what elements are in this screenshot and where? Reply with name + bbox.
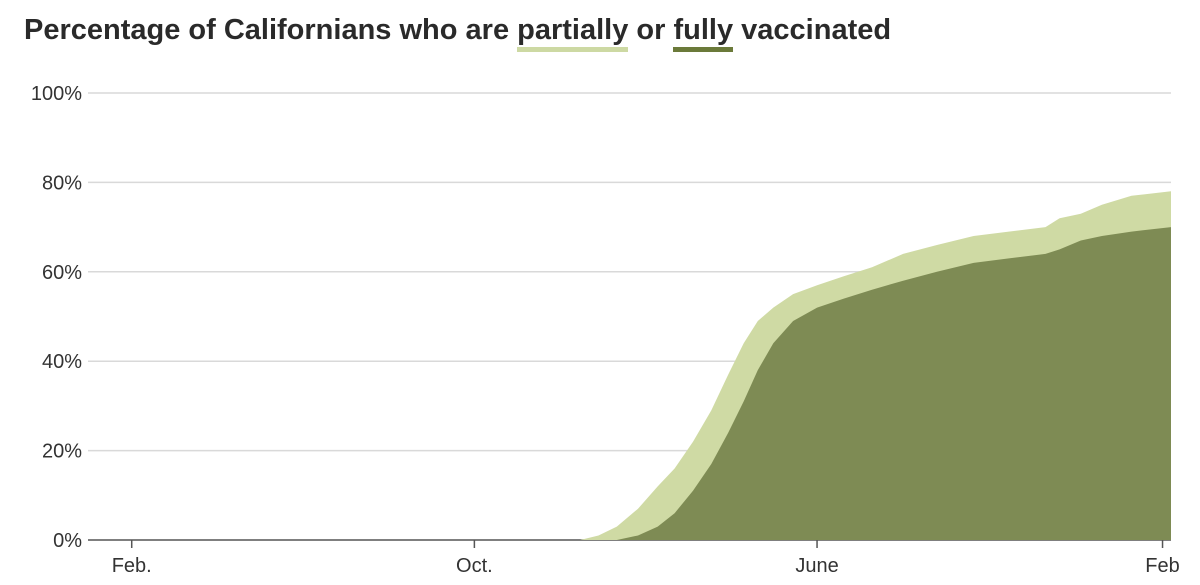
title-joiner: or [636, 14, 666, 46]
title-full-legend: fully [673, 14, 734, 46]
y-tick-label: 20% [42, 441, 82, 463]
x-tick-label: Oct. [456, 555, 493, 577]
y-tick-label: 0% [53, 530, 82, 552]
area-series [88, 191, 1171, 541]
y-axis: 0% 20% 40% 60% 80% 100% [31, 83, 82, 552]
title-suffix: vaccinated [741, 14, 892, 46]
x-tick-label: Feb. [112, 555, 152, 577]
y-tick-label: 60% [42, 262, 82, 284]
y-tick-label: 100% [31, 83, 82, 105]
title-prefix: Percentage of Californians who are [24, 14, 510, 46]
x-tick-label: Feb [1145, 555, 1179, 577]
x-tick-label: June [795, 555, 838, 577]
area-fully [88, 227, 1171, 540]
x-axis: Feb. Oct. June Feb [112, 540, 1180, 577]
title-partial-legend: partially [517, 14, 629, 46]
chart-title: Percentage of Californians who are parti… [24, 14, 891, 47]
y-tick-label: 80% [42, 172, 82, 194]
y-tick-label: 40% [42, 351, 82, 373]
